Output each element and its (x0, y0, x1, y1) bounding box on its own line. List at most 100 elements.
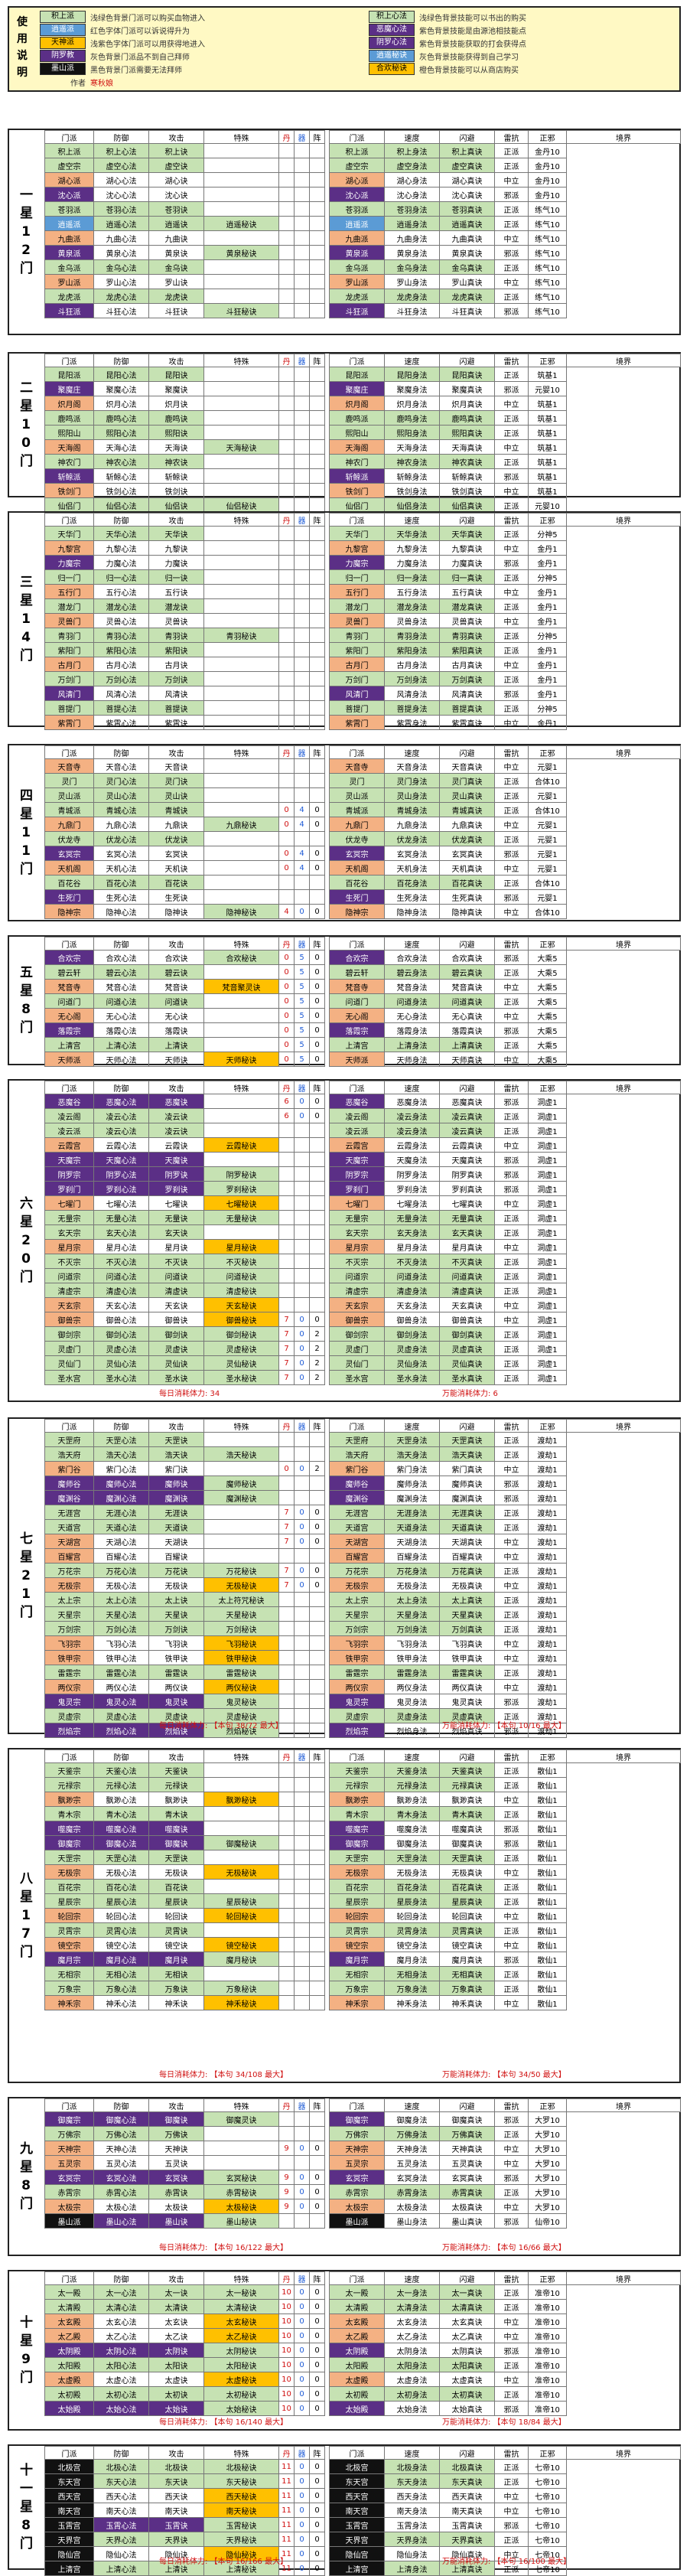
dodge-skill[interactable]: 炽月真诀 (439, 396, 495, 411)
defense-skill[interactable]: 古月心法 (93, 657, 149, 672)
special-skill[interactable]: 太阴秘诀 (203, 2343, 279, 2358)
alignment[interactable]: 大乘5 (528, 993, 567, 1009)
speed-skill[interactable]: 万剑身法 (384, 671, 440, 686)
special-skill[interactable]: 圣水秘诀 (203, 1370, 279, 1385)
speed-skill[interactable]: 伏龙身法 (384, 831, 440, 846)
alignment[interactable]: 散仙1 (528, 1806, 567, 1821)
tool-count[interactable] (294, 1137, 310, 1153)
alignment[interactable]: 散仙1 (528, 1777, 567, 1792)
special-skill[interactable] (203, 1108, 279, 1123)
defense-skill[interactable]: 玄天心法 (93, 1224, 149, 1240)
attack-skill[interactable]: 太上诀 (148, 1592, 204, 1607)
thunder-resist[interactable]: 正派 (494, 410, 529, 426)
speed-skill[interactable]: 积上身法 (384, 143, 440, 158)
attack-skill[interactable]: 神禾诀 (148, 1995, 204, 2010)
speed-skill[interactable]: 玉霄身法 (384, 2517, 440, 2532)
dodge-skill[interactable]: 五灵真诀 (439, 2155, 495, 2170)
special-skill[interactable] (203, 2155, 279, 2170)
attack-skill[interactable]: 凌云诀 (148, 1108, 204, 1123)
thunder-resist[interactable]: 邪派 (494, 1022, 529, 1038)
thunder-resist[interactable]: 正派 (494, 1370, 529, 1385)
array-count[interactable] (309, 1835, 325, 1850)
alignment[interactable]: 洞虚1 (528, 1181, 567, 1196)
array-count[interactable]: 0 (309, 860, 325, 876)
alignment[interactable]: 渡劫1 (528, 1592, 567, 1607)
alignment[interactable]: 渡劫1 (528, 1519, 567, 1534)
dodge-skill[interactable]: 天鉴真诀 (439, 1762, 495, 1778)
speed-skill[interactable]: 两仪身法 (384, 1679, 440, 1694)
tool-count[interactable]: 5 (294, 993, 310, 1009)
array-count[interactable] (309, 1239, 325, 1254)
defense-skill[interactable]: 上清心法 (93, 1037, 149, 1052)
dodge-skill[interactable]: 神禾真诀 (439, 1995, 495, 2010)
special-skill[interactable] (203, 1123, 279, 1138)
sect-name[interactable]: 九曲派 (44, 230, 94, 246)
tool-count[interactable]: 0 (294, 1326, 310, 1342)
alignment[interactable]: 散仙1 (528, 1821, 567, 1836)
pill-count[interactable] (278, 2155, 295, 2170)
thunder-resist[interactable]: 正派 (494, 289, 529, 304)
sect-name-right[interactable]: 天罡府 (329, 1432, 385, 1447)
tool-count[interactable] (294, 758, 310, 774)
sect-name-right[interactable]: 铁剑门 (329, 483, 385, 498)
defense-skill[interactable]: 虚空心法 (93, 158, 149, 173)
attack-skill[interactable]: 镜空诀 (148, 1937, 204, 1952)
speed-skill[interactable]: 飞羽身法 (384, 1635, 440, 1651)
dodge-skill[interactable]: 魔师真诀 (439, 1475, 495, 1491)
alignment[interactable]: 七帝10 (528, 2459, 567, 2474)
dodge-skill[interactable]: 太一真诀 (439, 2284, 495, 2300)
alignment[interactable]: 大乘5 (528, 1022, 567, 1038)
special-skill[interactable]: 阴罗秘诀 (203, 1166, 279, 1182)
speed-skill[interactable]: 昆阳身法 (384, 367, 440, 382)
tool-count[interactable]: 0 (294, 2473, 310, 2489)
pill-count[interactable] (278, 889, 295, 905)
sect-name[interactable]: 青羽门 (44, 628, 94, 643)
speed-skill[interactable]: 云霞身法 (384, 1137, 440, 1153)
attack-skill[interactable]: 太玄诀 (148, 2314, 204, 2329)
thunder-resist[interactable]: 正派 (494, 993, 529, 1009)
thunder-resist[interactable]: 邪派 (494, 950, 529, 965)
tool-count[interactable] (294, 1908, 310, 1923)
special-skill[interactable]: 问道秘诀 (203, 1268, 279, 1283)
speed-skill[interactable]: 九鼎身法 (384, 817, 440, 832)
attack-skill[interactable]: 太一诀 (148, 2284, 204, 2300)
speed-skill[interactable]: 镜空身法 (384, 1937, 440, 1952)
dodge-skill[interactable]: 天机真诀 (439, 860, 495, 876)
defense-skill[interactable]: 天华心法 (93, 526, 149, 541)
sect-name[interactable]: 合欢宗 (44, 950, 94, 965)
pill-count[interactable] (278, 613, 295, 628)
sect-name[interactable]: 御魔宗 (44, 2111, 94, 2127)
alignment[interactable]: 元婴1 (528, 787, 567, 803)
sect-name-right[interactable]: 雷霆宗 (329, 1665, 385, 1680)
alignment[interactable]: 洞虚1 (528, 1312, 567, 1327)
pill-count[interactable] (278, 259, 295, 275)
thunder-resist[interactable]: 正派 (494, 1606, 529, 1622)
attack-skill[interactable]: 天星诀 (148, 1606, 204, 1622)
defense-skill[interactable]: 天湖心法 (93, 1534, 149, 1549)
speed-skill[interactable]: 清虚身法 (384, 1283, 440, 1298)
dodge-skill[interactable]: 魔月真诀 (439, 1952, 495, 1967)
thunder-resist[interactable]: 正派 (494, 773, 529, 788)
sect-name[interactable]: 炽月阁 (44, 396, 94, 411)
alignment[interactable]: 分神5 (528, 569, 567, 585)
pill-count[interactable]: 0 (278, 964, 295, 980)
sect-name-right[interactable]: 青木宗 (329, 1806, 385, 1821)
defense-skill[interactable]: 墨山心法 (93, 2213, 149, 2229)
sect-name[interactable]: 无量宗 (44, 1210, 94, 1225)
special-skill[interactable] (203, 964, 279, 980)
speed-skill[interactable]: 天罡身法 (384, 1850, 440, 1865)
thunder-resist[interactable]: 正派 (494, 1850, 529, 1865)
attack-skill[interactable]: 罗刹诀 (148, 1181, 204, 1196)
tool-count[interactable]: 0 (294, 1563, 310, 1578)
sect-name[interactable]: 灵霄宗 (44, 1922, 94, 1938)
attack-skill[interactable]: 无相诀 (148, 1966, 204, 1981)
dodge-skill[interactable]: 圣水真诀 (439, 1370, 495, 1385)
dodge-skill[interactable]: 天魔真诀 (439, 1152, 495, 1167)
pill-count[interactable] (278, 1224, 295, 1240)
pill-count[interactable] (278, 758, 295, 774)
speed-skill[interactable]: 铁剑身法 (384, 483, 440, 498)
sect-name-right[interactable]: 星辰宗 (329, 1893, 385, 1909)
speed-skill[interactable]: 御魔身法 (384, 2111, 440, 2127)
speed-skill[interactable]: 碧云身法 (384, 964, 440, 980)
attack-skill[interactable]: 伏龙诀 (148, 831, 204, 846)
